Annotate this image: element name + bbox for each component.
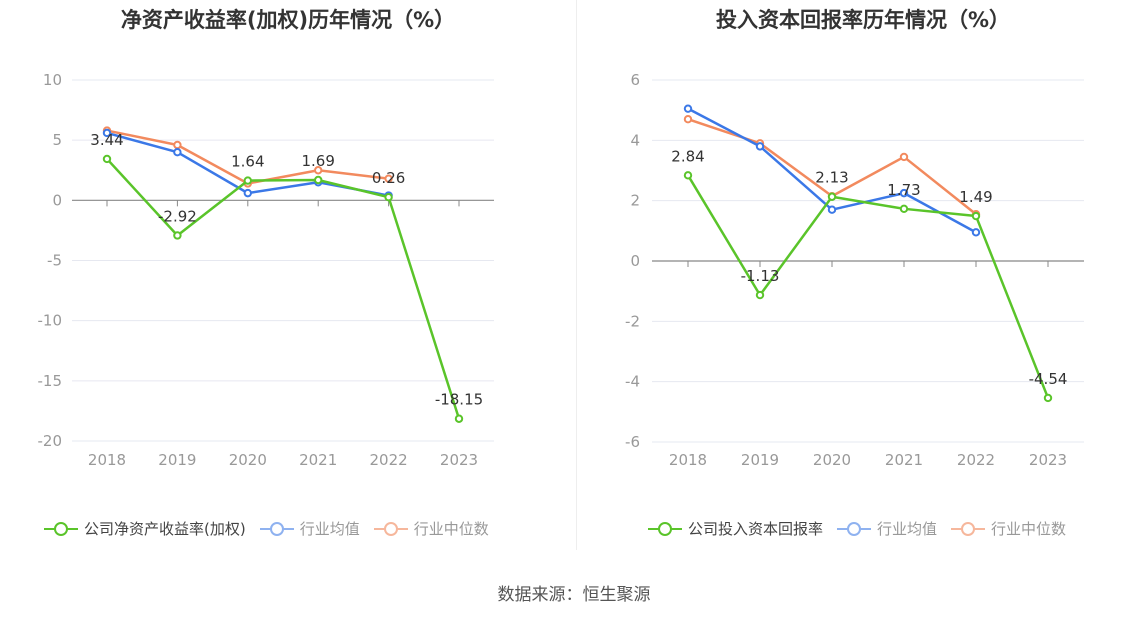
data-point <box>173 148 182 157</box>
chart-title: 净资产收益率(加权)历年情况（%） <box>120 8 456 32</box>
data-label: -18.15 <box>435 391 483 409</box>
legend-label: 行业均值 <box>877 520 938 538</box>
data-point <box>454 414 464 423</box>
roe-chart-panel: 净资产收益率(加权)历年情况（%） 10 5 0 -5 -10 -15 -20 2018 201… <box>0 0 576 560</box>
y-tick-label: -15 <box>38 372 63 390</box>
data-point <box>755 290 765 300</box>
data-point <box>899 188 909 198</box>
data-point <box>314 175 323 185</box>
data-point <box>173 140 182 150</box>
data-point <box>827 205 837 214</box>
legend-line-circle-icon <box>837 521 872 537</box>
data-label: 3.44 <box>90 131 123 149</box>
y-tick-label: 5 <box>52 131 62 149</box>
legend-label: 行业中位数 <box>413 520 489 538</box>
roe-line-chart: 10 5 0 -5 -10 -15 -20 2018 2019 2020 2021 2022 2023 3… <box>38 71 494 469</box>
legend-line-circle-icon <box>951 521 986 537</box>
legend-item-median[interactable]: 行业中位数 <box>951 518 1066 539</box>
legend-label: 行业中位数 <box>991 520 1067 538</box>
chart-title: 投入资本回报率历年情况（%） <box>715 8 1011 32</box>
x-tick-label: 2022 <box>957 451 995 469</box>
data-label: 1.69 <box>301 152 334 170</box>
x-tick-label: 2018 <box>88 451 126 469</box>
data-point <box>384 174 393 183</box>
data-point <box>683 171 693 180</box>
data-source-label: 数据来源：恒生聚源 <box>497 585 651 605</box>
y-tick-label: -6 <box>625 433 640 451</box>
data-label: 1.73 <box>887 181 920 199</box>
legend-line-circle-icon <box>259 521 294 537</box>
data-point <box>243 176 253 185</box>
y-tick-label: -20 <box>38 432 63 450</box>
legend-line-circle-icon <box>44 521 78 537</box>
y-tick-label: 2 <box>630 192 640 210</box>
data-label: 2.84 <box>671 147 704 165</box>
x-tick-label: 2023 <box>440 451 478 469</box>
chart-legend: 公司投入资本回报率 行业均值 行业中位数 <box>648 518 1080 539</box>
y-tick-label: 10 <box>43 71 62 89</box>
y-tick-label: 6 <box>630 71 640 89</box>
data-point <box>899 204 909 214</box>
y-tick-label: -10 <box>38 312 63 330</box>
data-point <box>755 142 765 151</box>
data-point <box>102 128 112 138</box>
data-label: 2.13 <box>815 169 848 187</box>
data-point <box>971 211 981 221</box>
x-tick-label: 2023 <box>1029 451 1067 469</box>
data-point <box>971 228 981 237</box>
data-point <box>683 104 693 113</box>
data-label: 1.64 <box>231 153 264 171</box>
legend-item-median[interactable]: 行业中位数 <box>373 518 489 539</box>
x-tick-label: 2021 <box>299 451 337 469</box>
data-point <box>827 192 837 201</box>
data-point <box>1043 393 1053 403</box>
data-point <box>314 166 323 175</box>
x-tick-label: 2022 <box>370 451 408 469</box>
legend-item-company[interactable]: 公司净资产收益率(加权) <box>44 518 246 539</box>
legend-label: 公司投入资本回报率 <box>688 520 824 538</box>
data-label: -4.54 <box>1029 370 1068 388</box>
y-tick-label: 0 <box>630 252 640 270</box>
roic-chart-panel: 投入资本回报率历年情况（%） 6 4 2 0 -2 -4 -6 2018 2019 2020 202… <box>578 0 1148 560</box>
legend-label: 公司净资产收益率(加权) <box>84 520 246 538</box>
series-line <box>686 174 1050 399</box>
x-tick-label: 2020 <box>229 451 267 469</box>
x-tick-label: 2018 <box>669 451 707 469</box>
y-tick-label: -5 <box>47 252 62 270</box>
chart-legend: 公司净资产收益率(加权) 行业均值 行业中位数 <box>44 518 503 539</box>
legend-line-circle-icon <box>648 521 682 537</box>
x-tick-label: 2019 <box>158 451 196 469</box>
series-line <box>106 158 461 420</box>
data-point <box>683 115 693 124</box>
data-label: -2.92 <box>158 207 197 225</box>
legend-item-avg[interactable]: 行业均值 <box>837 518 937 539</box>
data-point <box>173 231 182 240</box>
data-point <box>384 193 393 202</box>
panel-divider <box>576 0 577 550</box>
data-label: 1.49 <box>959 188 992 206</box>
y-tick-label: 4 <box>630 131 640 149</box>
x-tick-label: 2019 <box>741 451 779 469</box>
y-tick-label: -2 <box>625 312 640 330</box>
data-point <box>102 154 112 164</box>
data-point <box>899 152 909 162</box>
data-point <box>243 188 253 198</box>
legend-item-company[interactable]: 公司投入资本回报率 <box>648 518 823 539</box>
legend-item-avg[interactable]: 行业均值 <box>259 518 360 539</box>
x-tick-label: 2020 <box>813 451 851 469</box>
y-tick-label: -4 <box>625 373 640 391</box>
x-tick-label: 2021 <box>885 451 923 469</box>
data-label: -1.13 <box>741 267 780 285</box>
y-tick-label: 0 <box>52 191 62 209</box>
legend-line-circle-icon <box>373 521 408 537</box>
legend-label: 行业均值 <box>299 520 360 538</box>
roic-line-chart: 6 4 2 0 -2 -4 -6 2018 2019 2020 2021 2022 2023 2.84 -1… <box>625 71 1084 469</box>
data-label: 0.26 <box>372 169 405 187</box>
